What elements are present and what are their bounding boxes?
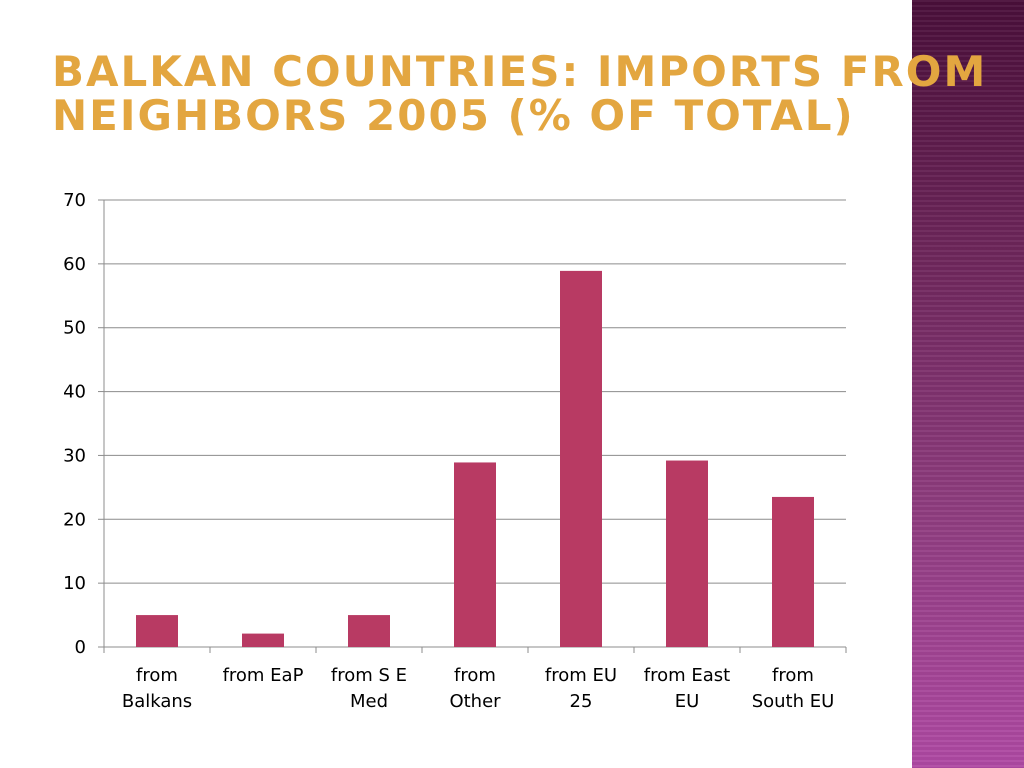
x-category-label-line: from EaP (223, 665, 304, 686)
x-category-label-line: from (772, 665, 814, 686)
y-tick-label: 10 (63, 573, 86, 594)
x-category-label-line: from S E (331, 665, 407, 686)
y-tick-label: 0 (75, 637, 86, 658)
bar (454, 462, 496, 647)
x-category-label: from South EU (752, 665, 835, 712)
x-category-label-line: from EU (545, 665, 617, 686)
y-tick-label: 40 (63, 382, 86, 403)
x-category-label-line: 25 (570, 691, 593, 712)
x-category-label-line: Med (350, 691, 388, 712)
x-category-label-line: South EU (752, 691, 835, 712)
bar (242, 633, 284, 647)
x-category-label: from EU 25 (545, 665, 617, 712)
x-category-label-line: Balkans (122, 691, 192, 712)
x-category-label: from East EU (644, 665, 730, 712)
x-category-label: from S E Med (331, 665, 407, 712)
bar (348, 615, 390, 647)
x-category-label-line: EU (675, 691, 700, 712)
slide-title-line-2: neighbors 2005 (% of total) (52, 91, 855, 140)
bar-chart: 0 10 20 30 40 50 60 70 from Balkans from EaP from S… (63, 190, 847, 712)
x-category-label-line: from (136, 665, 178, 686)
x-category-label-line: Other (449, 691, 501, 712)
y-tick-label: 50 (63, 318, 86, 339)
x-category-label-line: from (454, 665, 496, 686)
y-tick-label: 70 (63, 190, 86, 211)
bar (136, 615, 178, 647)
x-category-label: from EaP (223, 665, 304, 686)
x-category-label: from Balkans (122, 665, 192, 712)
slide-title: Balkan countries: Imports from neighbors… (52, 47, 988, 140)
y-tick-label: 30 (63, 445, 86, 466)
slide-title-line-1: Balkan countries: Imports from (52, 47, 988, 96)
decorative-side-band (912, 0, 1024, 768)
bar (560, 270, 602, 647)
bar (666, 460, 708, 647)
x-category-label: from Other (449, 665, 501, 712)
x-category-label-line: from East (644, 665, 730, 686)
bar (772, 496, 814, 647)
y-tick-label: 60 (63, 254, 86, 275)
y-tick-label: 20 (63, 509, 86, 530)
